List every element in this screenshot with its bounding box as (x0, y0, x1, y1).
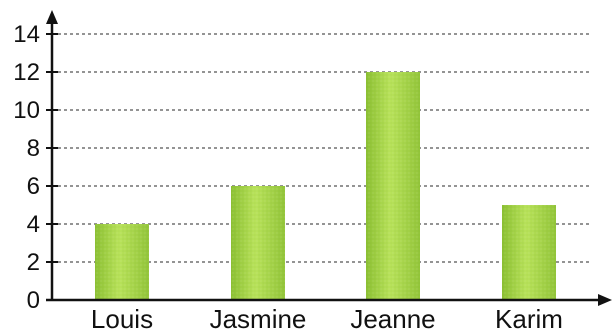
bars (95, 72, 556, 300)
y-tick-label: 6 (27, 173, 40, 200)
y-tick-label: 14 (13, 21, 40, 48)
bar-texture (366, 72, 420, 300)
axes (46, 10, 612, 306)
x-category-label: Jasmine (210, 304, 307, 333)
y-axis-arrow-icon (46, 10, 58, 24)
bar-texture (95, 224, 149, 300)
y-tick-label: 0 (27, 287, 40, 314)
y-tick-label: 4 (27, 211, 40, 238)
x-category-label: Jeanne (350, 304, 435, 333)
x-category-label: Louis (91, 304, 153, 333)
y-tick-label: 8 (27, 135, 40, 162)
x-category-label: Karim (495, 304, 563, 333)
bar-texture (231, 186, 285, 300)
labels: 0 2 4 6 8 10 12 14 Louis Jasmine Jeanne Karim (13, 21, 563, 333)
y-tick-label: 12 (13, 59, 40, 86)
y-tick-label: 2 (27, 249, 40, 276)
bar-texture (502, 205, 556, 300)
x-axis-arrow-icon (598, 294, 612, 306)
y-tick-label: 10 (13, 97, 40, 124)
